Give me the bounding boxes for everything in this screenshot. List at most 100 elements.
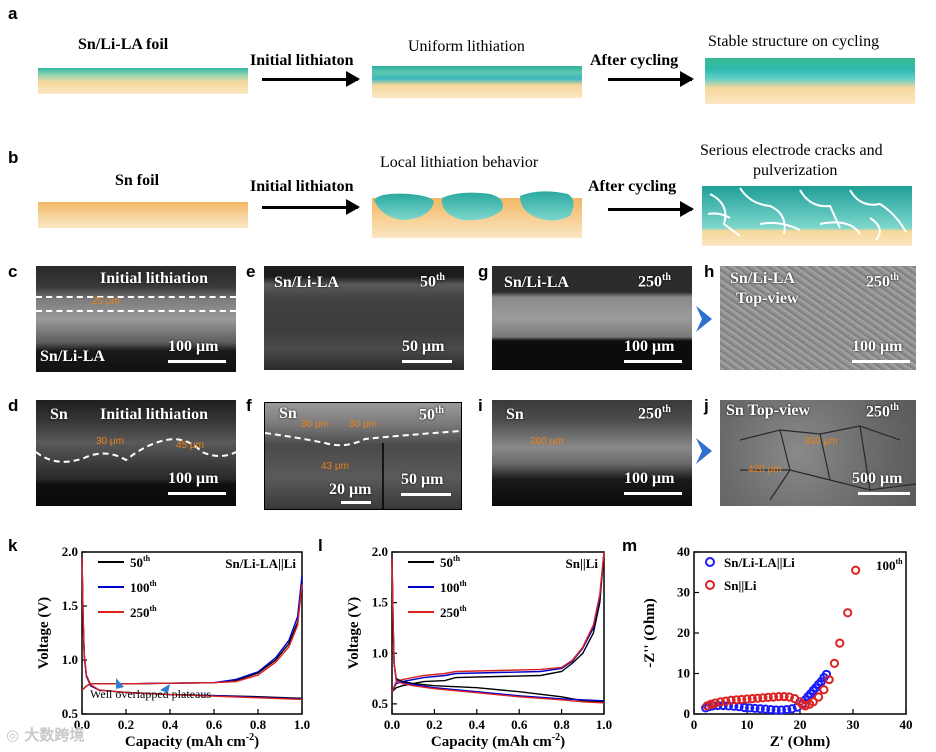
a-arrow2-label: After cycling (590, 52, 679, 69)
chart-m-point-0-10 (750, 703, 760, 713)
chart-k-legend-label-0: 50th (130, 554, 151, 570)
a-foil-right (705, 58, 915, 104)
chart-m-xlabel: Z' (Ohm) (770, 734, 830, 750)
b-foil-left (38, 202, 248, 228)
g-scale: 100 μm (624, 338, 675, 355)
sem-image-i: Sn 250th 260 μm 100 μm (492, 400, 692, 506)
a-foil-mid (372, 66, 582, 98)
i-scalebar (624, 492, 682, 495)
a-mid-label: Uniform lithiation (408, 38, 525, 55)
c-dash-bottom (36, 310, 236, 312)
chart-m-point-1-13 (768, 692, 779, 702)
a-foil-left (38, 68, 248, 94)
j-sample: Sn Top-view (726, 402, 811, 419)
chart-k-xtick-label-1: 0.2 (118, 717, 134, 732)
panel-label-d: d (8, 396, 19, 415)
chart-k-xtick-label-3: 0.6 (206, 717, 223, 732)
panel-label-l: l (318, 536, 323, 555)
f-scalebar1 (341, 501, 371, 504)
chart-m-point-0-8 (739, 702, 749, 713)
chart-l-legend-label-1: 100th (440, 579, 467, 595)
d-dash-curve (36, 438, 236, 463)
chart-l-xtick-label-0: 0.0 (384, 717, 400, 732)
panel-label-c: c (8, 262, 18, 281)
f-m3: 43 μm (321, 461, 349, 472)
chart-m-point-1-6 (731, 695, 742, 705)
d-sample: Sn (50, 406, 68, 423)
d-scalebar (168, 492, 226, 495)
chart-m-point-1-25 (824, 674, 834, 685)
e-scalebar (402, 360, 452, 363)
j-scalebar (858, 492, 910, 495)
chart-m-xtick-label-2: 20 (794, 717, 807, 732)
i-cycle-sup: th (662, 404, 671, 415)
chart-k-annotation: Sn/Li-LA||Li (225, 556, 296, 571)
chart-m-legend-label-1: Sn||Li (724, 578, 757, 593)
panel-label-e: e (246, 262, 256, 281)
h-cycle-num: 250 (866, 273, 890, 291)
chart-m-point-0-11 (755, 704, 765, 714)
chart-l-xtick-label-5: 1.0 (596, 717, 612, 732)
i-cycle-num: 250 (638, 405, 662, 423)
chart-m-point-1-22 (808, 697, 818, 707)
e-cycle: 50th (420, 272, 445, 291)
h-sub: Top-view (736, 290, 799, 307)
j-cycle: 250th (866, 402, 899, 421)
sem-image-g: Sn/Li-LA 250th 100 μm (492, 266, 692, 370)
g-cycle-sup: th (662, 272, 671, 283)
b-right-label-1: Serious electrode cracks and (700, 142, 883, 159)
b-left-label: Sn foil (115, 172, 160, 189)
chart-m-point-1-11 (758, 693, 768, 703)
chart-m-point-1-3 (715, 697, 726, 707)
chart-l-xtick-label-4: 0.8 (553, 717, 570, 732)
chart-m-xtick-label-3: 30 (847, 717, 860, 732)
chart-k-ytick-label-3: 2.0 (62, 544, 78, 559)
chart-k-ytick-label-2: 1.5 (62, 598, 79, 613)
chart-k-legend-label-2: 250th (130, 604, 157, 620)
chevron-right-icon-2 (696, 438, 712, 464)
f-scale2: 50 μm (401, 471, 444, 488)
b-arrow1-label: Initial lithiaton (250, 178, 354, 195)
sem-image-h: Sn/Li-LA Top-view 250th 100 μm (720, 266, 916, 370)
sem-image-e: Sn/Li-LA 50th 50 μm (264, 266, 464, 370)
f-m1: 36 μm (301, 419, 329, 430)
b-arrow2 (608, 201, 694, 217)
chart-m-point-1-23 (813, 692, 824, 702)
sem-image-d: Sn Initial lithiation 30 μm 45 μm 100 μm (36, 400, 236, 506)
chart-m-point-1-5 (726, 695, 736, 705)
chart-m-xtick-label-4: 40 (900, 717, 913, 732)
chart-k-series-4 (81, 557, 303, 700)
h-scale: 100 μm (852, 338, 903, 355)
j-m2: 420 μm (748, 464, 782, 475)
chart-m-legend-label-0: Sn/Li-LA||Li (724, 555, 795, 570)
chart-m-point-1-29 (851, 565, 861, 575)
chart-l-xtick-label-1: 0.2 (426, 717, 442, 732)
chart-m-ylabel: -Z'' (Ohm) (642, 598, 658, 668)
chart-m-point-1-26 (829, 658, 840, 668)
a-left-label: Sn/Li-LA foil (78, 36, 169, 53)
h-cycle-sup: th (890, 272, 899, 283)
chart-m-xtick-label-0: 0 (691, 717, 698, 732)
e-sample: Sn/Li-LA (274, 274, 339, 291)
chart-m-xtick-label-1: 10 (741, 717, 754, 732)
chart-m-ytick-label-3: 30 (677, 585, 690, 600)
chart-l-legend-label-2: 250th (440, 604, 467, 620)
j-cycle-num: 250 (866, 403, 890, 421)
watermark: ◎ 大数跨境 (6, 724, 84, 745)
c-dash-top (36, 296, 236, 298)
chart-k: 0.0 0.2 0.4 0.6 0.8 1.0 0.5 1.0 1.5 2.0 Capacity (… (36, 544, 310, 750)
chart-m-point-1-15 (779, 691, 789, 702)
e-scale: 50 μm (402, 338, 445, 355)
c-measure: 25 μm (92, 296, 120, 307)
c-title: Initial lithiation (100, 270, 209, 287)
chart-l-xtick-label-3: 0.6 (511, 717, 528, 732)
sem-image-c: Initial lithiation 25 μm Sn/Li-LA 100 μm (36, 266, 236, 372)
chart-m-point-1-27 (835, 638, 845, 648)
chart-m-point-1-12 (763, 692, 773, 702)
chart-m-point-0-12 (760, 704, 771, 714)
chart-l-legend-label-0: 50th (440, 554, 461, 570)
a-arrow1 (262, 71, 360, 87)
chart-k-ytick-label-1: 1.0 (62, 652, 78, 667)
i-cycle: 250th (638, 404, 671, 423)
h-scalebar (852, 360, 910, 363)
